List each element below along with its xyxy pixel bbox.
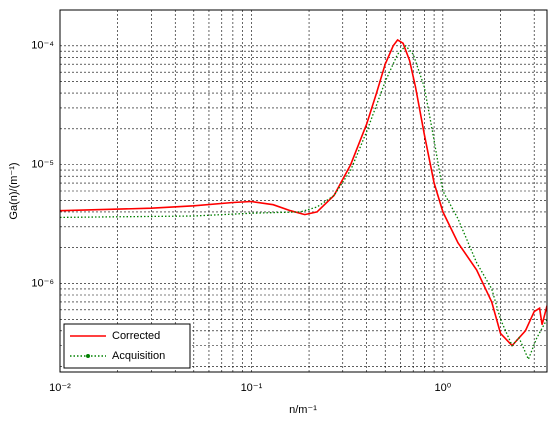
plot-border (59, 9, 548, 373)
y-tick-label: 10⁻⁶ (31, 277, 54, 289)
y-axis-label: Ga(n)/(m⁻¹) (8, 162, 20, 219)
legend-marker (86, 354, 90, 358)
legend-box (63, 323, 191, 369)
x-tick-label: 10⁻¹ (241, 382, 263, 394)
series-line (60, 38, 547, 347)
legend-label: Acquisition (112, 350, 165, 362)
y-tick-label: 10⁻⁴ (31, 40, 54, 52)
x-tick-label: 10⁻² (49, 382, 71, 394)
y-tick-label: 10⁻⁵ (31, 159, 54, 171)
x-axis-label: n/m⁻¹ (289, 404, 317, 416)
legend-label: Corrected (112, 330, 160, 342)
x-tick-label: 10⁰ (435, 382, 452, 394)
